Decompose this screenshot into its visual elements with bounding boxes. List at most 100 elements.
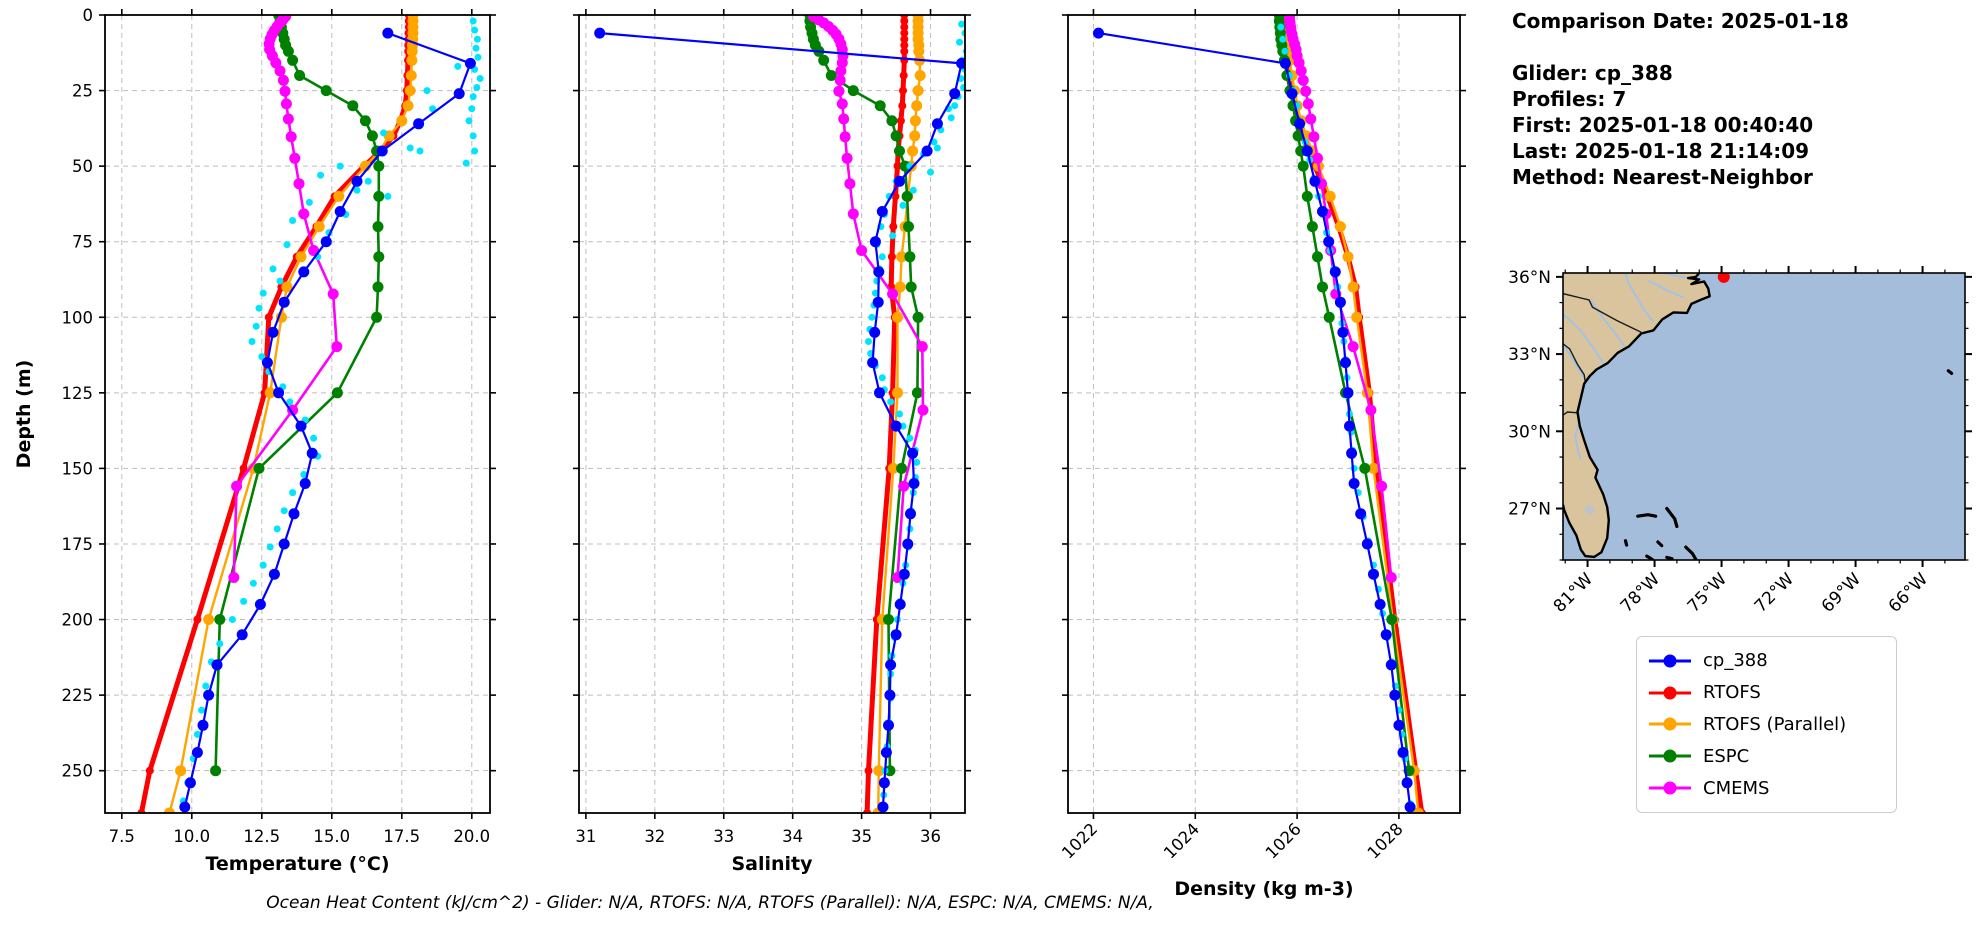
svg-text:50: 50 — [72, 157, 93, 176]
svg-text:20.0: 20.0 — [453, 827, 490, 846]
legend-item-cmems: CMEMS — [1647, 778, 1886, 799]
density-axis-label: Density (kg m-3) — [1174, 878, 1353, 900]
svg-text:81°W: 81°W — [1550, 569, 1597, 616]
svg-text:175: 175 — [62, 535, 94, 554]
legend: cp_388 RTOFS RTOFS (Parallel) ESPC CMEMS — [1636, 636, 1897, 813]
temperature-series-cp_388 — [179, 27, 476, 813]
salinity-plot: 31 32 33 34 35 36 Salinity — [573, 9, 971, 875]
legend-item-rtofs-parallel-: RTOFS (Parallel) — [1647, 714, 1886, 735]
legend-item-espc: ESPC — [1647, 746, 1886, 767]
map-island — [1656, 540, 1664, 548]
map-river — [1563, 343, 1585, 379]
temperature-axes-frame — [104, 14, 491, 814]
glider-name: Glider: cp_388 — [1512, 61, 1673, 85]
map-island — [1684, 545, 1698, 560]
map-island — [1623, 539, 1629, 547]
salinity-axis-label: Salinity — [731, 853, 813, 875]
map-state-border — [1563, 292, 1642, 333]
map-river — [1563, 313, 1606, 365]
depth-axis-label: Depth (m) — [13, 360, 35, 469]
salinity-series-cmems — [807, 15, 929, 583]
svg-text:75°W: 75°W — [1684, 569, 1731, 616]
comparison-info: Comparison Date: 2025-01-18 Glider: cp_3… — [1512, 8, 1849, 190]
svg-text:27°N: 27°N — [1508, 500, 1551, 520]
svg-text:69°W: 69°W — [1818, 569, 1865, 616]
svg-text:200: 200 — [62, 611, 94, 630]
legend-swatch — [1649, 717, 1691, 731]
temperature-series-cmems — [228, 15, 343, 583]
density-series-cp_388 — [1093, 27, 1416, 813]
svg-text:12.5: 12.5 — [243, 827, 280, 846]
salinity-axes-frame — [578, 14, 966, 814]
axis-ticks — [573, 9, 971, 819]
temperature-series-cp_388-raw — [179, 17, 484, 805]
location-map: 81°W 78°W 75°W 72°W 69°W 66°W 36°N 33°N 30°N 27°N — [1508, 266, 1972, 617]
legend-item-cp_388: cp_388 — [1647, 650, 1886, 671]
svg-text:36°N: 36°N — [1508, 268, 1551, 288]
svg-text:100: 100 — [62, 308, 94, 327]
svg-text:7.5: 7.5 — [109, 827, 135, 846]
map-ticks — [1556, 266, 1972, 567]
x-tick-labels: 1022 1024 1026 1028 — [1058, 819, 1407, 862]
legend-label: cp_388 — [1703, 650, 1768, 672]
map-island — [1946, 369, 1954, 375]
legend-label: RTOFS (Parallel) — [1703, 713, 1847, 735]
x-tick-labels: 31 32 33 34 35 36 — [575, 827, 941, 846]
svg-text:78°W: 78°W — [1617, 569, 1664, 616]
legend-swatch — [1649, 686, 1691, 700]
svg-text:1028: 1028 — [1364, 819, 1407, 862]
axis-ticks — [1062, 9, 1466, 819]
map-island — [1665, 555, 1674, 560]
gridlines — [579, 14, 965, 813]
svg-text:25: 25 — [72, 82, 93, 101]
svg-text:32: 32 — [644, 827, 665, 846]
svg-text:1026: 1026 — [1262, 819, 1305, 862]
svg-text:150: 150 — [62, 459, 94, 478]
svg-text:0: 0 — [83, 6, 94, 25]
svg-text:66°W: 66°W — [1885, 569, 1932, 616]
map-island — [1645, 554, 1654, 560]
svg-text:125: 125 — [62, 384, 94, 403]
svg-text:33: 33 — [713, 827, 734, 846]
comparison-date: Comparison Date: 2025-01-18 — [1512, 9, 1849, 33]
legend-swatch — [1649, 781, 1691, 795]
map-river — [1647, 279, 1684, 299]
map-river — [1574, 423, 1582, 460]
svg-text:36: 36 — [920, 827, 941, 846]
map-frame — [1562, 272, 1966, 561]
density-axes-frame — [1067, 14, 1461, 814]
legend-label: RTOFS — [1703, 682, 1761, 704]
legend-label: CMEMS — [1703, 777, 1770, 799]
first-timestamp: First: 2025-01-18 00:40:40 — [1512, 113, 1814, 137]
temperature-plot: 7.5 10.0 12.5 15.0 17.5 20.0 Temperature (°C) 0… — [13, 6, 496, 875]
legend-item-rtofs: RTOFS — [1647, 682, 1886, 703]
temperature-series-espc — [210, 15, 385, 777]
svg-text:75: 75 — [72, 233, 93, 252]
map-coastline — [1563, 273, 1711, 559]
map-state-border — [1563, 411, 1578, 416]
svg-text:10.0: 10.0 — [173, 827, 210, 846]
map-land — [1563, 273, 1710, 557]
map-island — [1636, 513, 1658, 518]
depth-tick-labels: 0 25 50 75 100 125 150 175 200 225 250 — [62, 6, 94, 781]
temperature-axis-label: Temperature (°C) — [205, 853, 389, 875]
method: Method: Nearest-Neighbor — [1512, 165, 1813, 189]
salinity-series-cp_388 — [594, 27, 965, 813]
svg-text:34: 34 — [782, 827, 803, 846]
svg-text:72°W: 72°W — [1751, 569, 1798, 616]
map-river — [1624, 273, 1655, 323]
svg-text:250: 250 — [62, 762, 94, 781]
profiles-count: Profiles: 7 — [1512, 87, 1627, 111]
legend-swatch — [1649, 749, 1691, 763]
svg-text:1022: 1022 — [1058, 819, 1101, 862]
spacer — [1512, 34, 1849, 60]
map-river — [1663, 273, 1692, 279]
svg-text:1024: 1024 — [1160, 819, 1203, 862]
legend-swatch — [1649, 654, 1691, 668]
map-island — [1665, 506, 1679, 529]
axis-ticks — [99, 9, 496, 819]
last-timestamp: Last: 2025-01-18 21:14:09 — [1512, 139, 1810, 163]
glider-location-marker — [1717, 273, 1730, 283]
